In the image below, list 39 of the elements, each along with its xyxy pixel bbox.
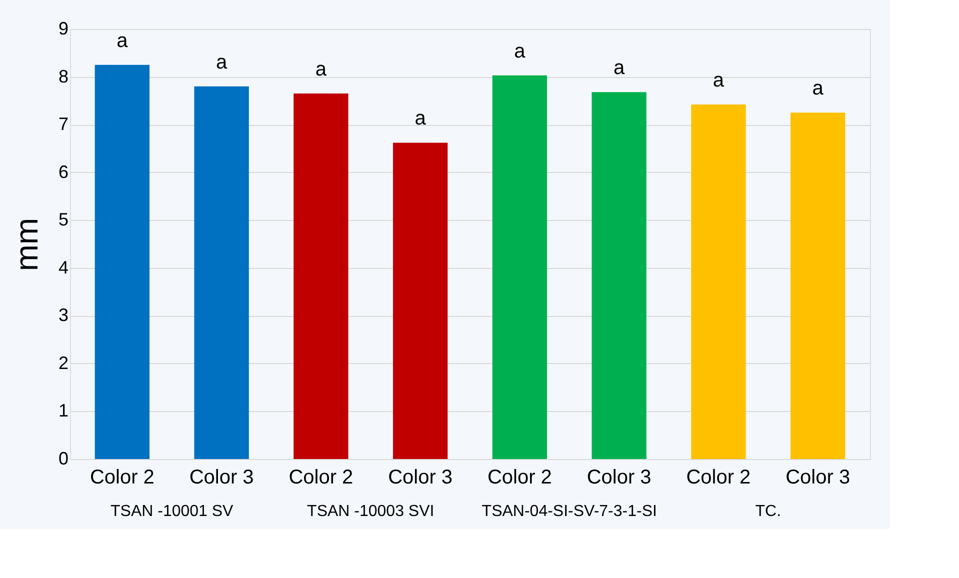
y-tick-label: 3 (58, 305, 68, 326)
y-tick-label: 5 (58, 210, 68, 230)
bar (294, 94, 348, 459)
bar (492, 75, 548, 459)
y-tick-label: 7 (58, 114, 68, 134)
x-tick-label: Color 2 (90, 466, 154, 488)
data-label: a (315, 58, 328, 80)
text: TSAN-04-SI-SV-7-3-1-SI (482, 503, 657, 520)
y-tick-label: 1 (58, 400, 68, 421)
data-label: a (514, 40, 526, 62)
bar (592, 92, 646, 459)
data-label: a (414, 108, 427, 130)
x-tick-label: Color 2 (288, 466, 354, 488)
y-tick-label: 9 (58, 18, 68, 38)
y-tick-label: 0 (58, 448, 68, 468)
data-label: a (216, 51, 228, 74)
data-label: a (614, 57, 626, 80)
text: TSAN -10001 SV (110, 503, 234, 520)
bar (94, 64, 150, 459)
x-tick-label: Color 2 (686, 466, 751, 488)
text: TC. (755, 503, 782, 520)
data-label: a (712, 69, 725, 92)
y-tick-label: 4 (58, 257, 68, 278)
y-tick-label: 6 (58, 162, 68, 182)
x-tick-label: Color 3 (786, 466, 850, 488)
bar (194, 86, 249, 459)
x-tick-label: Color 3 (586, 466, 652, 488)
y-axis-title: mm (8, 218, 44, 272)
y-tick-label: 8 (58, 66, 68, 86)
x-tick-label: Color 3 (388, 466, 453, 488)
y-tick-label: 2 (58, 352, 68, 373)
text: TSAN -10003 SVI (307, 503, 434, 520)
x-tick-label: Color 3 (189, 466, 254, 488)
bar (392, 142, 448, 459)
bar (790, 112, 846, 459)
data-label: a (812, 78, 824, 100)
data-label: a (116, 30, 129, 52)
bar (691, 104, 746, 459)
x-tick-label: Color 2 (487, 466, 552, 488)
